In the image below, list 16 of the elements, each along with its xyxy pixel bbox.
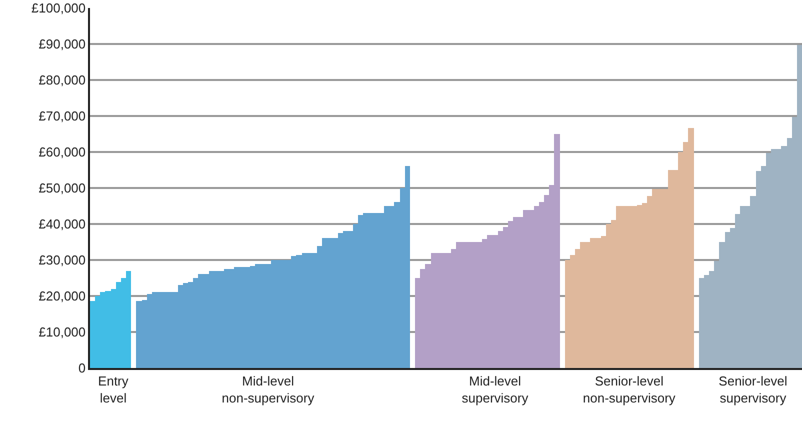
x-tick-label: Senior-level supervisory	[718, 373, 788, 406]
y-tick-label: £40,000	[38, 216, 86, 232]
y-tick-label: £10,000	[38, 324, 86, 340]
y-tick-label: £90,000	[38, 36, 86, 52]
y-tick-label: £30,000	[38, 252, 86, 268]
y-tick-label: £70,000	[38, 108, 86, 124]
y-tick-label: £60,000	[38, 144, 86, 160]
x-tick-label: Mid-level non-supervisory	[222, 373, 315, 406]
y-tick-label: 0	[78, 360, 86, 376]
y-tick-label: £100,000	[31, 0, 86, 16]
y-tick-label: £50,000	[38, 180, 86, 196]
y-tick-label: £20,000	[38, 288, 86, 304]
x-tick-label: Senior-level non-supervisory	[582, 373, 676, 406]
x-tick-label: Mid-level supervisory	[462, 373, 529, 406]
y-tick-label: £80,000	[38, 72, 86, 88]
x-tick-label: Entry level	[98, 373, 129, 406]
